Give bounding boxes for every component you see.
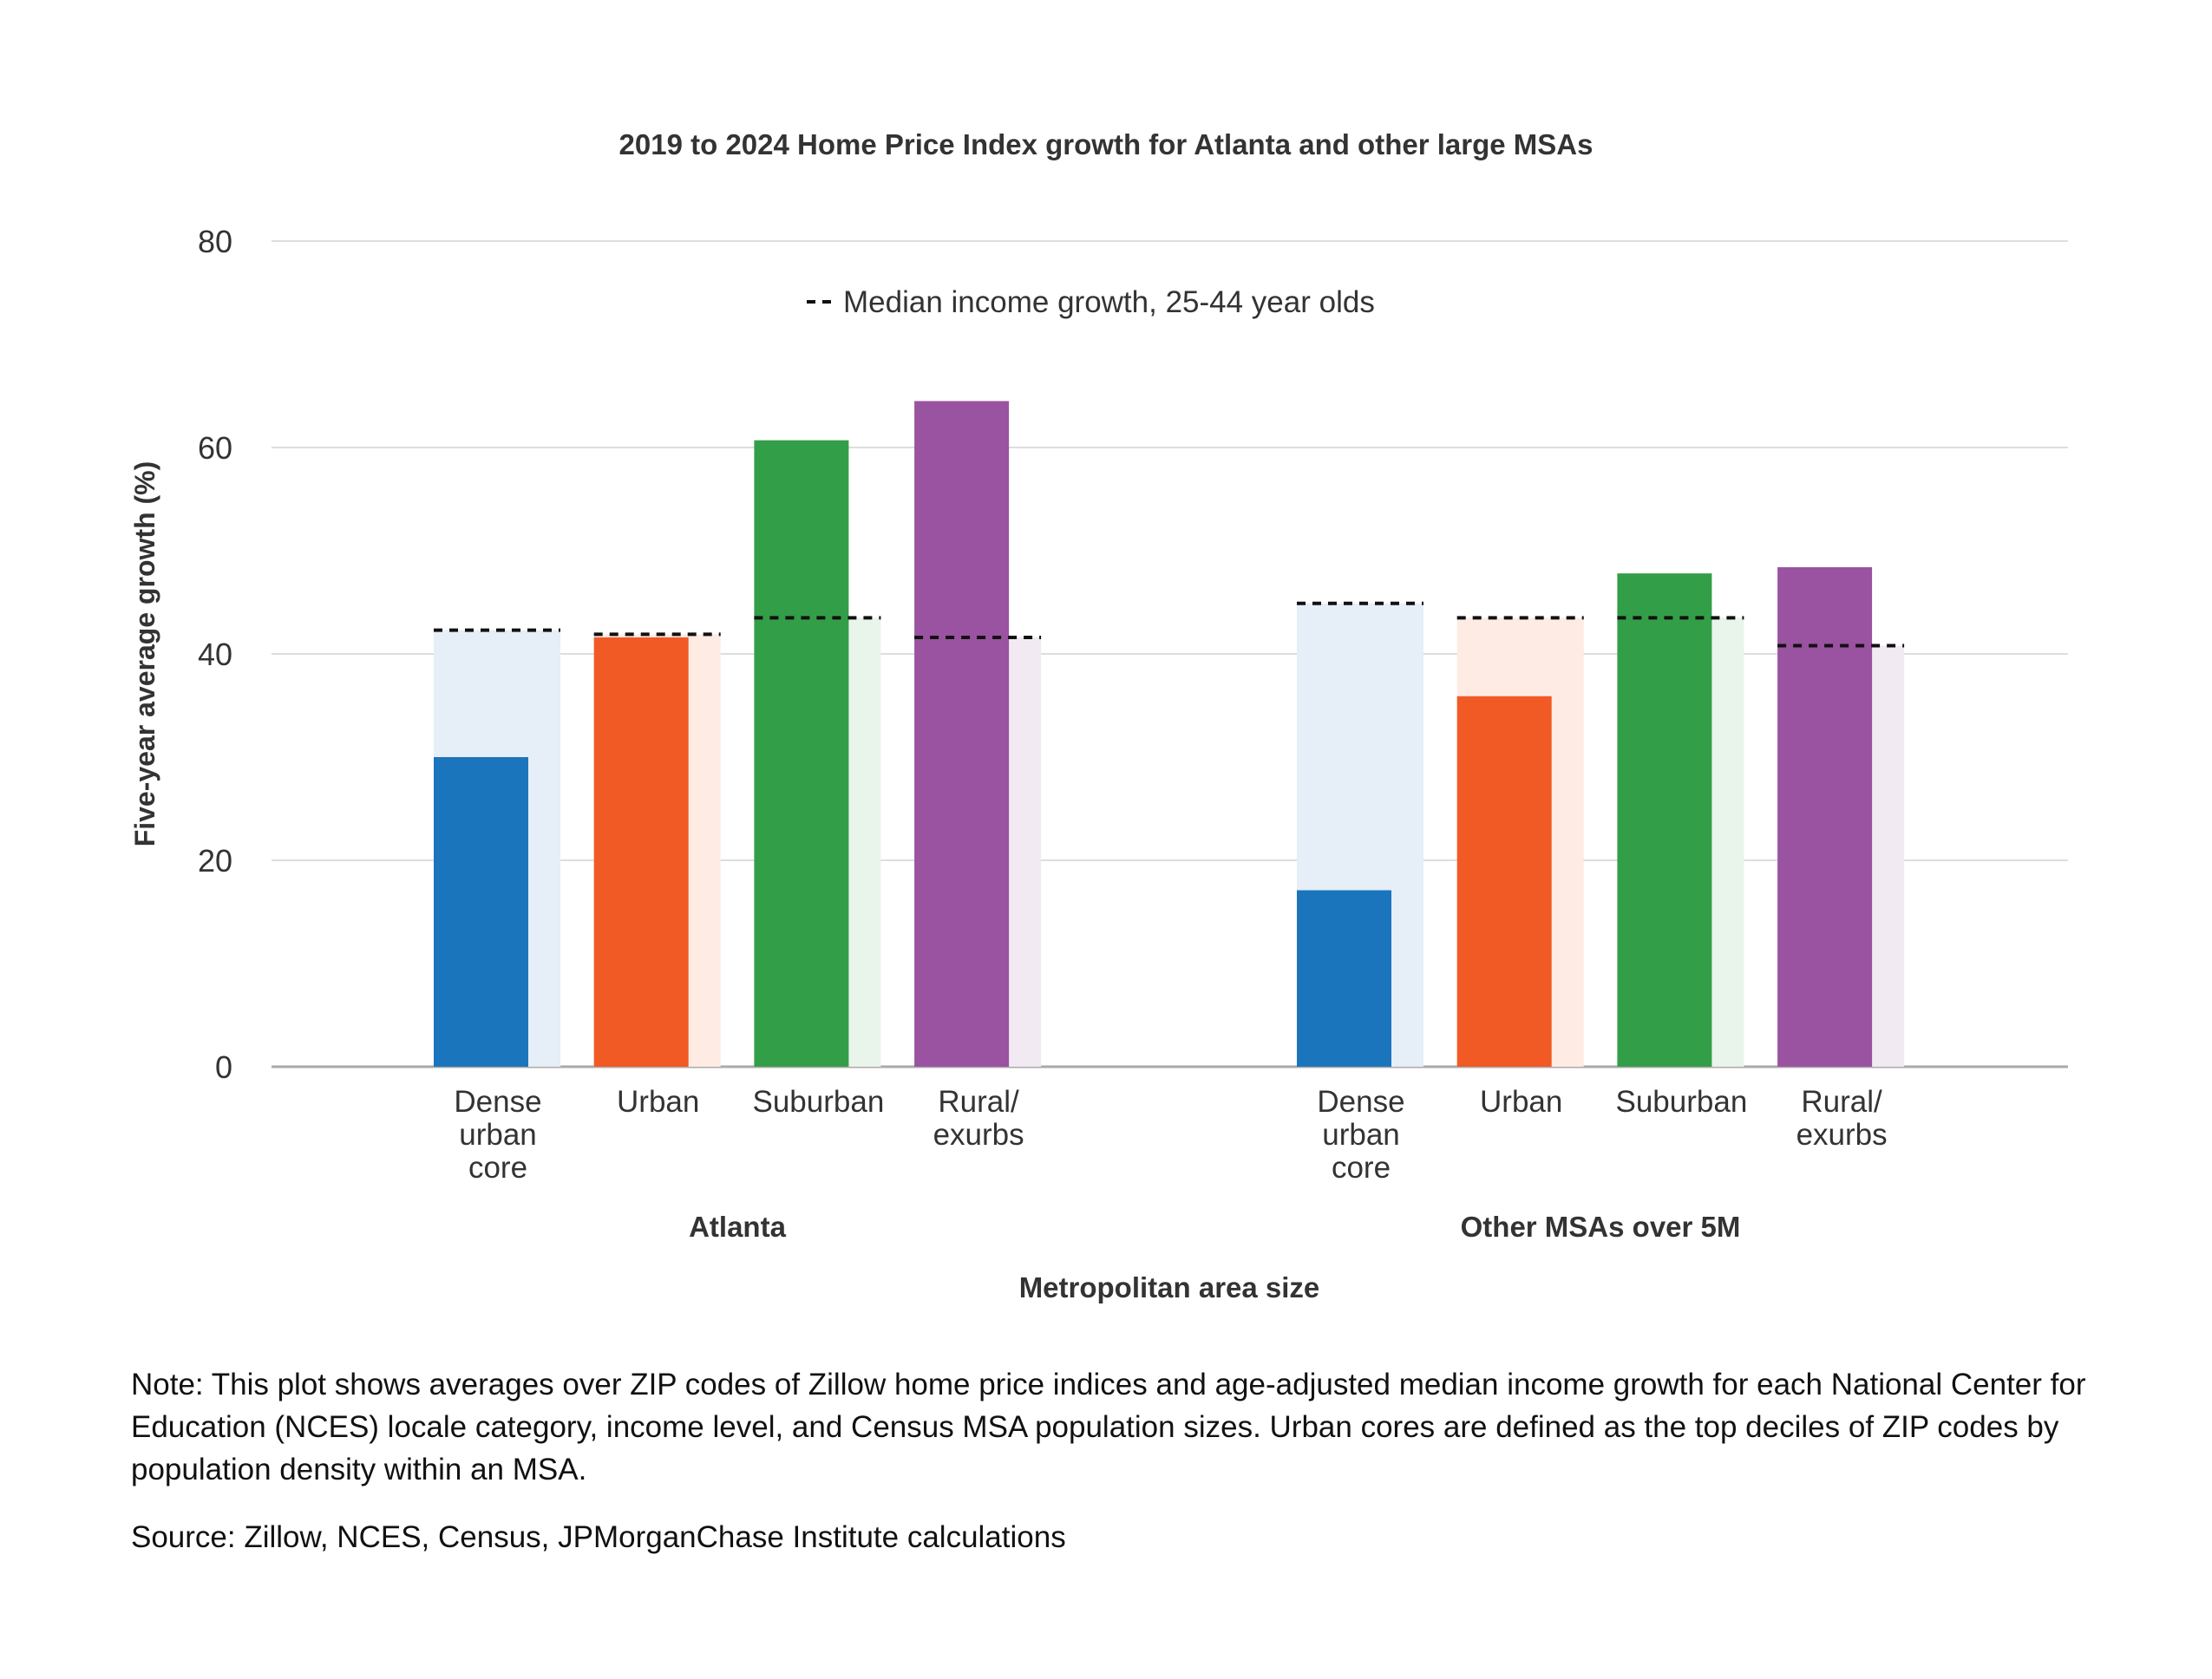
x-tick-label: exurbs — [933, 1118, 1024, 1152]
x-tick-label: Suburban — [1616, 1085, 1748, 1119]
y-tick-label: 20 — [198, 843, 232, 879]
chart-source: Source: Zillow, NCES, Census, JPMorganCh… — [131, 1520, 1066, 1554]
x-tick-label: exurbs — [1796, 1118, 1888, 1152]
hpi-bar — [1617, 573, 1712, 1067]
x-tick-label: Urban — [1480, 1085, 1562, 1119]
x-tick-label: urban — [1322, 1118, 1400, 1152]
x-axis-label: Metropolitan area size — [1019, 1271, 1320, 1303]
hpi-bar — [754, 440, 849, 1067]
x-tick-label: Dense — [454, 1085, 541, 1119]
group-label: Other MSAs over 5M — [1461, 1211, 1741, 1243]
y-tick-label: 60 — [198, 430, 232, 466]
x-tick-label: Suburban — [753, 1085, 885, 1119]
hpi-bar — [914, 401, 1010, 1067]
x-tick-label: Urban — [617, 1085, 699, 1119]
chart-title: 2019 to 2024 Home Price Index growth for… — [619, 128, 1594, 160]
hpi-bar — [1297, 890, 1391, 1067]
hpi-bar — [1456, 696, 1552, 1067]
hpi-bar — [1777, 567, 1873, 1067]
x-tick-label: core — [468, 1151, 527, 1185]
x-tick-label: Dense — [1317, 1085, 1404, 1119]
x-tick-label: urban — [459, 1118, 537, 1152]
chart-note: Note: This plot shows averages over ZIP … — [131, 1368, 2086, 1486]
y-tick-label: 0 — [215, 1049, 232, 1085]
y-tick-label: 40 — [198, 637, 232, 672]
y-tick-label: 80 — [198, 224, 232, 259]
x-tick-label: core — [1332, 1151, 1391, 1185]
y-axis-label: Five-year average growth (%) — [129, 461, 160, 847]
x-tick-label: Rural/ — [1801, 1085, 1882, 1119]
hpi-bar — [593, 637, 689, 1067]
hpi-bar — [434, 757, 528, 1067]
group-label: Atlanta — [689, 1211, 786, 1243]
x-tick-label: Rural/ — [938, 1085, 1019, 1119]
legend-label: Median income growth, 25-44 year olds — [843, 285, 1375, 319]
